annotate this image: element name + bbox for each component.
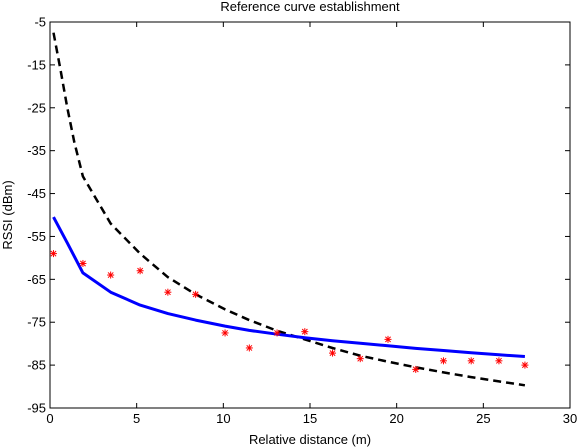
series-layer xyxy=(49,32,529,387)
y-tick-label: -95 xyxy=(27,401,46,416)
y-tick-label: -35 xyxy=(27,143,46,158)
y-tick-label: -15 xyxy=(27,57,46,72)
data-point xyxy=(273,329,281,337)
data-point xyxy=(439,357,447,365)
x-axis: 0 5 10 15 20 25 30 xyxy=(46,22,577,426)
data-point xyxy=(136,267,144,275)
y-tick-label: -55 xyxy=(27,229,46,244)
scatter-series xyxy=(49,250,529,373)
data-point xyxy=(356,355,364,363)
y-tick-label: -85 xyxy=(27,358,46,373)
x-tick-label: 5 xyxy=(133,411,140,426)
data-point xyxy=(164,288,172,296)
x-tick-label: 10 xyxy=(216,411,230,426)
data-point xyxy=(467,357,475,365)
chart-title: Reference curve establishment xyxy=(220,0,400,14)
data-point xyxy=(495,357,503,365)
y-tick-label: -75 xyxy=(27,315,46,330)
x-tick-label: 15 xyxy=(303,411,317,426)
data-point xyxy=(245,344,253,352)
data-point xyxy=(301,328,309,336)
data-point xyxy=(412,365,420,373)
y-tick-label: -45 xyxy=(27,186,46,201)
x-axis-label: Relative distance (m) xyxy=(249,432,371,447)
data-point xyxy=(79,259,87,267)
plot-area xyxy=(49,21,571,409)
data-point xyxy=(221,329,229,337)
y-tick-label: -5 xyxy=(34,15,46,30)
x-tick-label: 25 xyxy=(476,411,490,426)
x-tick-label: 20 xyxy=(389,411,403,426)
data-point xyxy=(521,361,529,369)
y-axis: -5 -15 -25 -35 -45 -55 -65 -75 -85 -95 xyxy=(27,15,570,416)
data-point xyxy=(107,271,115,279)
data-point xyxy=(192,290,200,298)
y-axis-label: RSSI (dBm) xyxy=(0,180,15,249)
y-tick-label: -65 xyxy=(27,272,46,287)
data-point xyxy=(49,250,57,258)
data-point xyxy=(329,349,337,357)
x-tick-label: 30 xyxy=(563,411,577,426)
y-tick-label: -25 xyxy=(27,100,46,115)
data-point xyxy=(384,335,392,343)
dashed-reference-line xyxy=(52,32,526,387)
x-tick-label: 0 xyxy=(46,411,53,426)
